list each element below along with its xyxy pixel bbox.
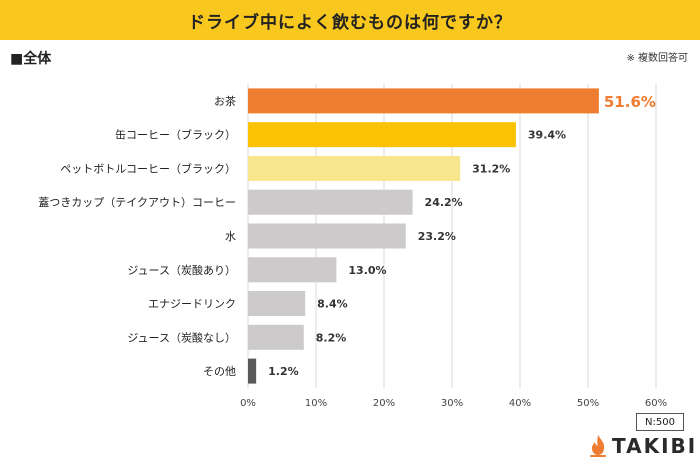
bar: [248, 189, 413, 215]
x-tick-label: 10%: [305, 398, 327, 409]
bar: [248, 88, 599, 114]
value-label: 39.4%: [528, 129, 566, 142]
sample-size: N:500: [645, 416, 675, 428]
x-tick-label: 30%: [441, 398, 463, 409]
x-tick-label: 20%: [373, 398, 395, 409]
category-label: 缶コーヒー（ブラック）: [115, 128, 236, 142]
value-label: 8.2%: [316, 331, 347, 344]
title-band: ドライブ中によく飲むものは何ですか？: [0, 0, 700, 40]
category-label: エナジードリンク: [148, 298, 236, 311]
x-tick-label: 40%: [509, 398, 531, 409]
bar: [248, 358, 257, 384]
bar: [248, 155, 461, 181]
value-label: 23.2%: [418, 230, 456, 243]
x-tick-label: 0%: [240, 398, 256, 409]
value-label: 1.2%: [268, 365, 299, 378]
category-label: 蓋つきカップ（テイクアウト）コーヒー: [38, 196, 236, 209]
sample-size-box: N:500: [636, 413, 684, 431]
category-label: ペットボトルコーヒー（ブラック）: [60, 161, 236, 175]
category-label: ジュース（炭酸なし）: [127, 330, 236, 344]
x-tick-label: 60%: [645, 398, 667, 409]
multiple-answer-note: ※ 複数回答可: [626, 53, 688, 64]
bar: [248, 223, 406, 249]
value-label: 13.0%: [348, 264, 386, 277]
brand-name: TAKIBI: [612, 434, 698, 458]
category-label: ジュース（炭酸あり）: [127, 263, 236, 277]
value-label: 24.2%: [425, 196, 463, 209]
category-label: その他: [203, 365, 236, 378]
bar: [248, 291, 306, 317]
category-label: お茶: [214, 95, 236, 108]
bar: [248, 122, 516, 148]
value-label: 51.6%: [604, 93, 656, 111]
value-label: 8.4%: [317, 298, 348, 311]
x-tick-label: 50%: [577, 398, 599, 409]
bar: [248, 324, 304, 350]
brand-logo: TAKIBI: [588, 433, 697, 459]
flame-icon: [590, 435, 606, 457]
value-label: 31.2%: [472, 162, 510, 175]
section-label: ■全体: [10, 51, 52, 67]
category-label: 水: [225, 230, 236, 243]
bar: [248, 257, 337, 283]
chart-title: ドライブ中によく飲むものは何ですか？: [188, 12, 512, 33]
